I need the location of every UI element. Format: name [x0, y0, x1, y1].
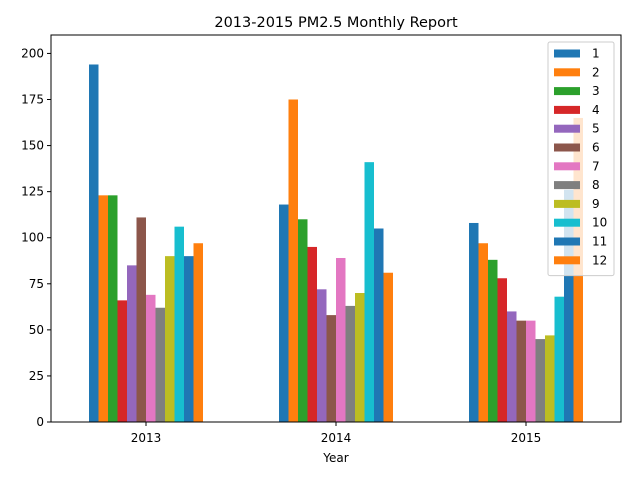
bar-2014-series-5 [317, 289, 327, 422]
bar-2013-series-5 [127, 265, 137, 422]
x-tick-label: 2015 [511, 431, 542, 445]
bar-2015-series-1 [469, 222, 479, 422]
legend-swatch [554, 124, 580, 133]
bar-2014-series-4 [307, 246, 317, 422]
bar-2013-series-7 [146, 294, 156, 422]
legend-swatch [554, 143, 580, 152]
y-tick-label: 200 [21, 46, 44, 60]
legend-swatch [554, 68, 580, 77]
y-tick-label: 175 [21, 93, 44, 107]
bar-2015-series-6 [516, 320, 526, 422]
bar-2015-series-7 [526, 320, 536, 422]
bar-2014-series-8 [345, 305, 355, 422]
bar-2015-series-5 [507, 311, 517, 422]
legend-box [547, 41, 615, 277]
x-tick-label: 2014 [321, 431, 352, 445]
legend-swatch [554, 256, 580, 265]
bar-2014-series-9 [355, 293, 365, 422]
bar-2014-series-6 [326, 315, 336, 422]
bar-2015-series-9 [545, 335, 555, 422]
legend-label: 2 [592, 65, 600, 79]
bar-2014-series-12 [383, 272, 393, 422]
bar-2013-series-12 [193, 243, 203, 422]
y-tick-label: 0 [36, 415, 44, 429]
legend-label: 8 [592, 178, 600, 192]
legend-label: 3 [592, 84, 600, 98]
y-tick-label: 75 [29, 277, 44, 291]
bar-2013-series-10 [174, 226, 184, 422]
legend-label: 10 [592, 216, 607, 230]
bar-2013-series-8 [155, 307, 165, 422]
x-tick-label: 2013 [131, 431, 162, 445]
legend-label: 1 [592, 47, 600, 61]
legend-swatch [554, 49, 580, 58]
x-axis-label: Year [322, 451, 348, 465]
bar-2015-series-4 [497, 278, 507, 422]
legend-swatch [554, 237, 580, 246]
bar-2013-series-3 [108, 195, 118, 422]
legend-label: 11 [592, 235, 607, 249]
legend-label: 5 [592, 122, 600, 136]
bars [89, 64, 583, 423]
legend-label: 6 [592, 141, 600, 155]
legend-swatch [554, 105, 580, 114]
bar-2015-series-11 [564, 189, 574, 422]
bar-2013-series-6 [136, 217, 146, 422]
bar-2015-series-2 [478, 243, 488, 422]
chart-title: 2013-2015 PM2.5 Monthly Report [214, 15, 458, 31]
bar-2015-series-8 [535, 339, 545, 422]
bar-2014-series-10 [364, 162, 374, 422]
bar-2015-series-3 [488, 259, 498, 422]
bar-2013-series-2 [98, 195, 108, 422]
bar-2015-series-10 [554, 296, 564, 422]
bar-2014-series-2 [288, 99, 298, 422]
y-tick-label: 25 [29, 369, 44, 383]
bar-2014-series-11 [374, 228, 384, 422]
y-tick-label: 125 [21, 185, 44, 199]
legend-swatch [554, 162, 580, 171]
legend-label: 9 [592, 197, 600, 211]
x-axis: 2013 2014 2015 [131, 422, 542, 445]
bar-2013-series-11 [184, 256, 194, 422]
legend-swatch [554, 87, 580, 96]
legend-swatch [554, 181, 580, 190]
bar-2013-series-9 [165, 256, 175, 422]
legend-label: 4 [592, 103, 600, 117]
y-tick-label: 50 [29, 323, 44, 337]
bar-2014-series-7 [336, 257, 346, 422]
bar-2013-series-1 [89, 64, 99, 423]
y-tick-label: 150 [21, 139, 44, 153]
legend-swatch [554, 199, 580, 208]
legend-label: 12 [592, 253, 607, 267]
bar-2014-series-3 [298, 219, 308, 422]
bar-2013-series-4 [117, 300, 127, 422]
legend-label: 7 [592, 159, 600, 173]
legend-swatch [554, 218, 580, 227]
y-tick-label: 100 [21, 231, 44, 245]
y-axis: 0 25 50 75 100 125 150 175 200 [21, 46, 51, 429]
bar-2014-series-1 [279, 204, 289, 422]
